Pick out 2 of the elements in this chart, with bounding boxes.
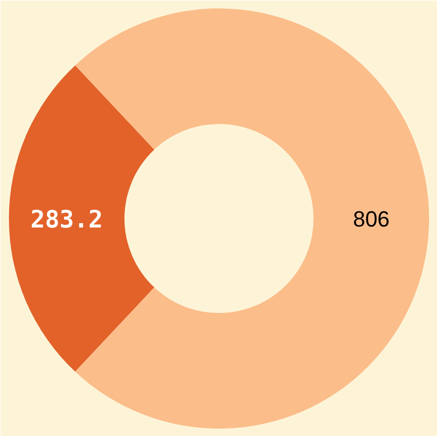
data-label: 283.2 <box>30 206 103 234</box>
data-label: 806 <box>352 206 390 232</box>
